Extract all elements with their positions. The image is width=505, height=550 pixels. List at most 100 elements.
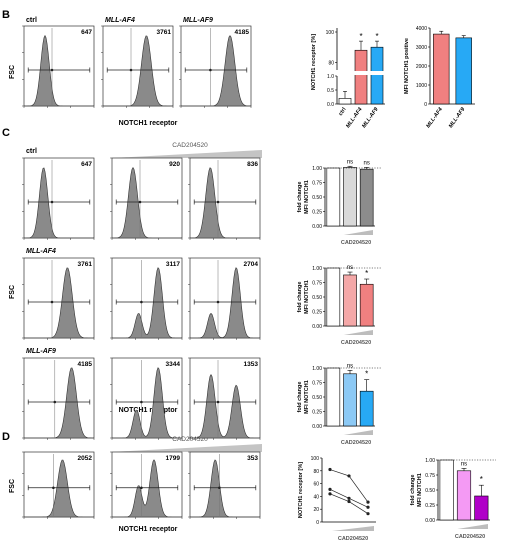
d-bar-ytick-label: 0.75 xyxy=(425,473,435,479)
d-line-chart-series-3-point xyxy=(366,512,370,516)
b-hist-3-frame xyxy=(180,25,252,107)
b-receptor-bar-ytick-label-upper: 100 xyxy=(326,30,335,36)
d-line-chart-series-1-point xyxy=(328,467,332,472)
d-line-chart-series-1-point xyxy=(347,474,351,478)
c-row-1-hist-3-curve xyxy=(189,167,260,239)
c-row-3-bar-bar xyxy=(359,390,374,427)
c-row-3-label: MLL-AF9 xyxy=(26,348,56,355)
panel-letter-d: D xyxy=(2,431,10,443)
c-row-2-bar-ytick-label: 0.50 xyxy=(312,295,322,301)
d-bar-ylabel-line1: fold change xyxy=(410,475,416,506)
b-receptor-bar-ytick-label-upper: 80 xyxy=(328,60,334,66)
b-hist-1-mfi-value: 647 xyxy=(81,29,92,36)
d-bar-bar xyxy=(439,459,454,521)
b-mfi-bar-ytick-label: 3000 xyxy=(416,45,427,51)
b-receptor-bar-category-label: ctrl xyxy=(338,106,348,117)
b-mfi-bar-ytick-label: 0 xyxy=(424,102,427,108)
c-row-1-bar-ytick-label: 0.00 xyxy=(312,224,322,230)
c-row-2-hist-2-mfi-value: 3117 xyxy=(166,261,180,268)
b-mfi-bar-bar xyxy=(455,37,472,105)
c-treatment-wedge xyxy=(112,150,262,158)
c-row-3-hist-1-mfi-value: 4185 xyxy=(78,361,93,368)
b-receptor-bar-sig-label: * xyxy=(375,32,378,41)
b-mfi-bar-ytick-label: 4000 xyxy=(416,26,427,32)
c-row-1-hist-1-mfi-value: 647 xyxy=(81,161,92,168)
c-row-2-hist-3-curve xyxy=(190,267,260,339)
c-row-2-bar-sig-label: * xyxy=(365,269,368,278)
b-mfi-bar-category-label: MLL-AF4 xyxy=(425,107,443,130)
d-line-chart-treatment-wedge xyxy=(332,526,374,531)
c-row-1-hist-3-frame xyxy=(189,157,261,239)
b-mfi-bar-bar xyxy=(433,33,450,105)
c-row-1-hist-2-frame xyxy=(111,157,183,239)
c-row-1-hist-1-curve xyxy=(24,167,94,239)
d-bar-ytick-label: 1.00 xyxy=(425,458,435,464)
b-receptor-bar-bar xyxy=(370,46,384,105)
c-row-1-bar-sig-label: ns xyxy=(347,159,353,165)
b-fsc-label: FSC xyxy=(9,65,16,79)
c-row-2-label: MLL-AF4 xyxy=(26,248,56,255)
d-notch1-xlabel: NOTCH1 receptor xyxy=(119,526,178,533)
d-line-chart-ytick-label: 20 xyxy=(313,507,319,513)
c-row-1-label: ctrl xyxy=(26,148,37,155)
b-receptor-bar-ytick-label-lower: 1.0 xyxy=(327,74,334,80)
b-receptor-bar-axis-break xyxy=(334,71,386,75)
d-line-chart-series-1-point xyxy=(366,500,370,504)
b-receptor-bar-ytick-label-lower: 0.5 xyxy=(327,88,334,94)
b-hist-2-gate-dot xyxy=(129,68,133,72)
c-row-2-bar-treatment-wedge xyxy=(343,330,373,335)
c-row-2-bar-ylabel-line1: fold change xyxy=(297,282,303,313)
c-row-1-hist-3-mfi-value: 836 xyxy=(247,161,258,168)
c-row-1-bar-treatment-wedge xyxy=(343,230,373,235)
c-row-1-bar-ylabel-line1: fold change xyxy=(297,182,303,213)
d-bar-ytick-label: 0.25 xyxy=(425,503,435,509)
d-fsc-label: FSC xyxy=(9,479,16,493)
d-line-chart-ytick-label: 80 xyxy=(313,469,319,475)
c-row-3-hist-1-curve xyxy=(24,367,95,439)
c-row-2-hist-1-mfi-value: 3761 xyxy=(78,261,93,268)
c-row-3-bar-bar xyxy=(343,373,357,427)
c-row-1-bar-bar xyxy=(343,167,357,227)
d-hist-1-curve xyxy=(24,459,94,518)
c-row-1-hist-2-gate-dot xyxy=(138,200,142,204)
b-hist-1-frame xyxy=(23,25,95,107)
d-hist-2-curve xyxy=(112,459,182,518)
dynamic-chart-layer: 647 ctrl 3761 MLL-AF4 4185 MLL-AF9 80 100 0.0 0.5… xyxy=(22,17,496,542)
c-row-2-bar-bar xyxy=(359,283,374,327)
c-row-2-hist-1-curve xyxy=(24,267,94,339)
b-hist-1-title: ctrl xyxy=(26,17,37,24)
c-row-3-bar-ytick-label: 0.75 xyxy=(312,381,322,387)
c-row-3-hist-1-frame xyxy=(23,357,95,439)
d-line-chart-series-3-point xyxy=(328,492,332,496)
c-row-3-bar-ytick-label: 0.25 xyxy=(312,410,322,416)
d-line-chart-series-2-point xyxy=(366,505,370,509)
d-bar-bar xyxy=(456,470,472,521)
b-hist-2-mfi-value: 3761 xyxy=(157,29,172,36)
c-row-3-bar-ytick-label: 1.00 xyxy=(312,366,322,372)
c-row-3-hist-3-frame xyxy=(189,357,261,439)
c-row-3-hist-3-mfi-value: 1353 xyxy=(244,361,259,368)
b-notch1-xlabel: NOTCH1 receptor xyxy=(119,120,178,127)
b-hist-3-mfi-value: 4185 xyxy=(235,29,250,36)
b-mfi-bar-ytick-label: 1000 xyxy=(416,83,427,89)
panel-letter-c: C xyxy=(2,127,10,139)
c-row-2-bar-ytick-label: 0.00 xyxy=(312,324,322,330)
d-line-chart-ylabel: NOTCH1 receptor [%] xyxy=(298,462,304,518)
b-mfi-bar-ylabel: MFI NOTCH1 positive xyxy=(404,38,410,94)
d-line-chart-ytick-label: 100 xyxy=(311,456,320,462)
d-line-chart-ytick-label: 40 xyxy=(313,494,319,500)
c-row-1-hist-2-mfi-value: 920 xyxy=(169,161,180,168)
b-mfi-bar-category-label: MLL-AF9 xyxy=(448,106,467,129)
c-row-3-bar-sig-label: * xyxy=(365,370,368,379)
d-hist-2-mfi-value: 1799 xyxy=(166,455,181,462)
c-row-2-bar-bar xyxy=(326,267,341,327)
b-hist-3-curve xyxy=(181,35,252,107)
c-row-1-bar-bar xyxy=(359,168,374,227)
c-row-3-bar-treatment-wedge xyxy=(343,430,373,435)
c-row-1-bar-sig-label: ns xyxy=(363,160,369,166)
c-row-3-hist-3-gate-dot xyxy=(216,400,220,404)
c-row-3-bar-xlabel: CAD204520 xyxy=(341,440,371,446)
d-line-chart-series-2-point xyxy=(328,487,332,491)
b-receptor-bar-ylabel: NOTCH1 receptor [%] xyxy=(311,34,317,90)
b-receptor-bar-bar xyxy=(338,98,352,105)
